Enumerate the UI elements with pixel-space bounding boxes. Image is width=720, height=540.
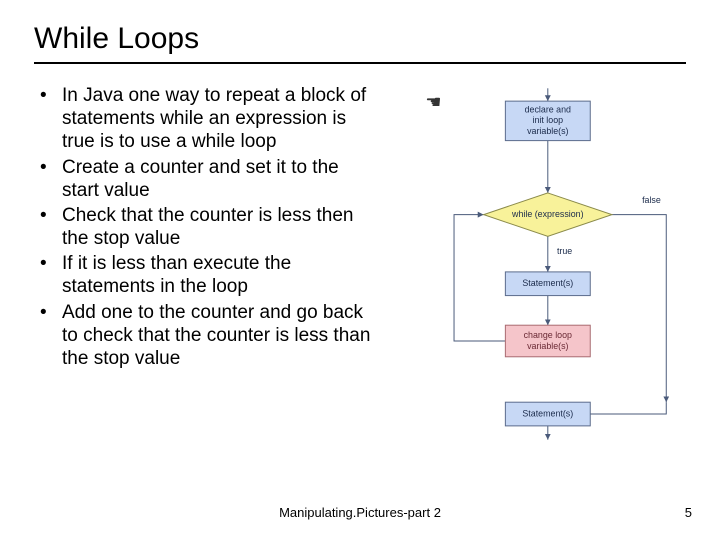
footer-center: Manipulating.Pictures-part 2	[0, 505, 720, 520]
svg-text:variable(s): variable(s)	[527, 126, 568, 136]
bullet-item: In Java one way to repeat a block of sta…	[34, 84, 380, 154]
svg-text:declare and: declare and	[525, 104, 571, 114]
bullet-item: If it is less than execute the statement…	[34, 252, 380, 298]
slide: While Loops In Java one way to repeat a …	[0, 0, 720, 540]
flowchart-diagram: truefalsedeclare andinit loopvariable(s)…	[380, 84, 686, 444]
svg-text:variable(s): variable(s)	[527, 341, 568, 351]
svg-text:Statement(s): Statement(s)	[522, 408, 573, 418]
svg-text:false: false	[642, 195, 661, 205]
svg-text:Statement(s): Statement(s)	[522, 278, 573, 288]
bullet-item: Create a counter and set it to the start…	[34, 156, 380, 202]
bullet-item: Check that the counter is less then the …	[34, 204, 380, 250]
svg-text:init loop: init loop	[533, 115, 564, 125]
content-row: In Java one way to repeat a block of sta…	[34, 84, 686, 444]
svg-text:☚: ☚	[425, 92, 441, 112]
svg-text:while (expression): while (expression)	[511, 209, 584, 219]
svg-text:true: true	[557, 246, 572, 256]
bullet-list: In Java one way to repeat a block of sta…	[34, 84, 380, 444]
page-number: 5	[685, 505, 692, 520]
bullet-item: Add one to the counter and go back to ch…	[34, 301, 380, 371]
flowchart-svg: truefalsedeclare andinit loopvariable(s)…	[380, 84, 686, 444]
slide-title: While Loops	[34, 22, 686, 64]
svg-text:change loop: change loop	[524, 330, 572, 340]
